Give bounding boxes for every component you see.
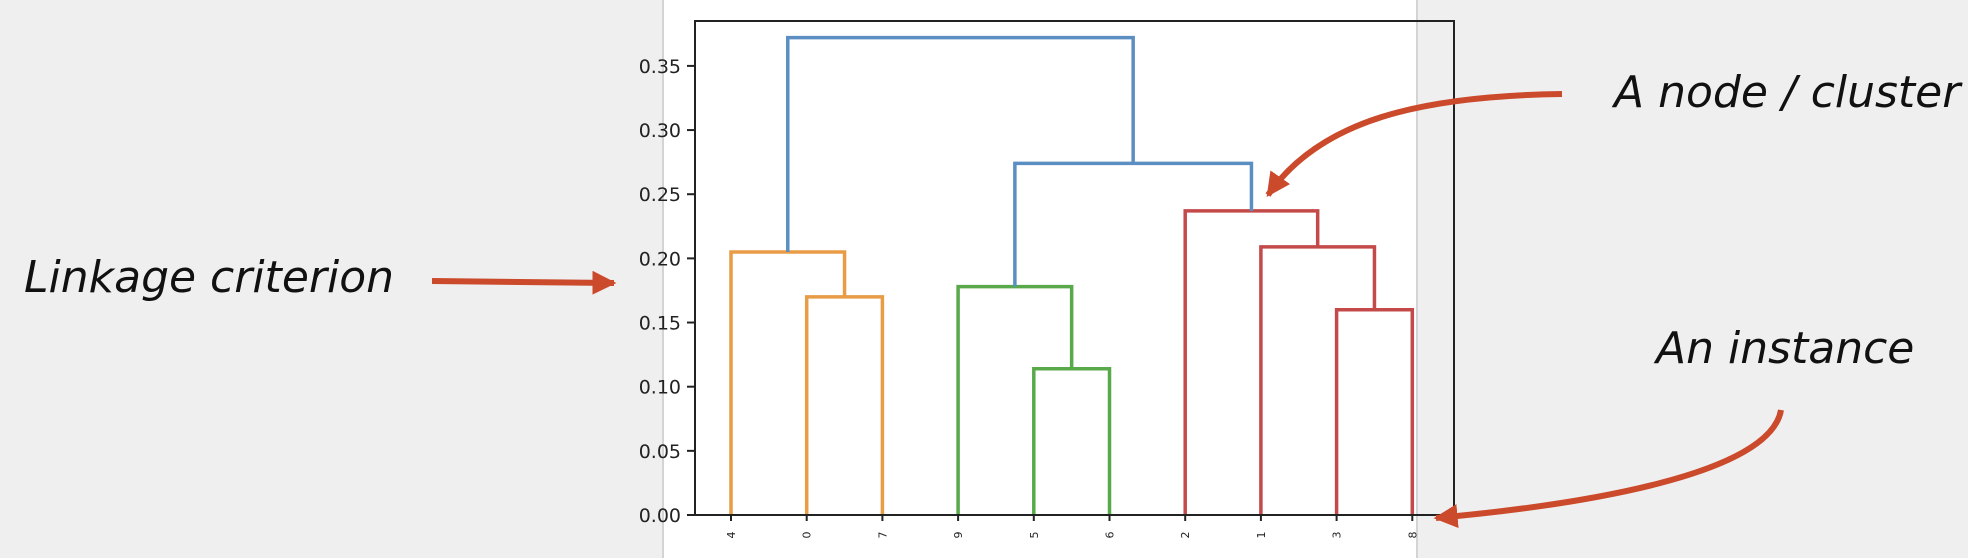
node-cluster-label: A node / cluster <box>1614 67 1961 118</box>
leaf-label-2: 7 <box>876 532 889 539</box>
dendrogram-link-3 <box>956 284 1074 515</box>
y-tick-label-3: 0.15 <box>639 313 681 335</box>
instance-arrow <box>1433 409 1784 529</box>
leaf-label-1: 0 <box>801 532 814 539</box>
y-tick-label-2: 0.10 <box>639 377 681 399</box>
panel-left-edge <box>662 0 664 558</box>
leaf-label-4: 5 <box>1028 532 1041 539</box>
y-axis: 0.00 0.05 0.10 0.15 0.20 0.25 0.30 0.35 <box>639 56 695 527</box>
y-tick-label-4: 0.20 <box>639 248 681 270</box>
y-tick-label-0: 0.00 <box>639 505 681 527</box>
node-arrow <box>1265 91 1563 197</box>
annotation-arrows <box>431 91 1784 529</box>
leaf-label-6: 2 <box>1179 532 1192 539</box>
y-tick-label-1: 0.05 <box>639 441 681 463</box>
dendrogram-link-4 <box>1334 307 1415 515</box>
y-tick-label-6: 0.30 <box>639 120 681 142</box>
y-tick-label-5: 0.25 <box>639 184 681 206</box>
dendrogram-link-8 <box>786 35 1135 252</box>
leaf-label-7: 1 <box>1255 532 1268 539</box>
dendrogram-links <box>729 35 1415 515</box>
y-tick-label-7: 0.35 <box>639 56 681 78</box>
dendrogram-link-6 <box>1183 209 1320 515</box>
leaf-label-8: 3 <box>1331 532 1344 539</box>
dendrogram-link-1 <box>729 250 847 515</box>
linkage-arrow <box>431 270 617 295</box>
instance-label: An instance <box>1656 323 1915 374</box>
leaf-label-9: 8 <box>1406 532 1419 539</box>
leaf-labels: 4 0 7 9 5 6 2 1 3 8 <box>725 515 1419 539</box>
dendrogram-link-2 <box>1032 366 1112 515</box>
dendrogram-link-7 <box>1013 161 1254 287</box>
dendrogram-link-5 <box>1259 245 1377 515</box>
linkage-criterion-label: Linkage criterion <box>24 252 395 303</box>
panel-right-edge <box>1416 0 1418 558</box>
dendrogram-link-0 <box>804 295 885 515</box>
leaf-label-5: 6 <box>1104 532 1117 539</box>
plot-frame <box>694 20 1455 516</box>
leaf-label-3: 9 <box>952 532 965 539</box>
leaf-label-0: 4 <box>725 532 738 539</box>
